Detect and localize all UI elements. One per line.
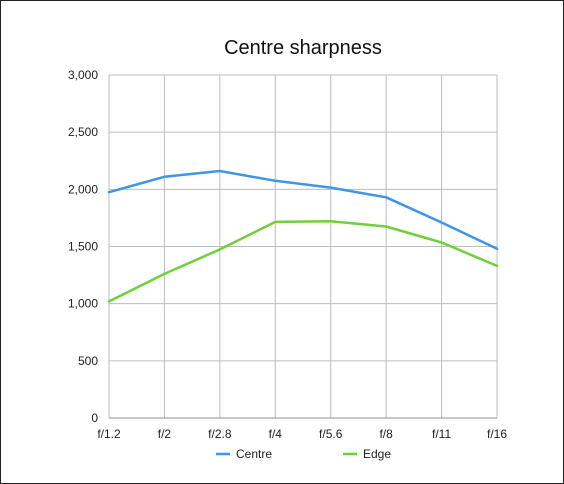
y-tick-label: 3,000: [68, 68, 98, 82]
series-line-centre: [107, 169, 499, 251]
x-tick-label: f/16: [487, 427, 507, 441]
y-tick-label: 500: [78, 354, 98, 368]
y-axis-labels: 0 500 1,000 1,500 2,000 2,500 3,000: [68, 68, 98, 425]
x-tick-label: f/1.2: [97, 427, 121, 441]
x-tick-label: f/11: [432, 427, 451, 441]
y-tick-label: 1,500: [68, 240, 98, 254]
x-tick-label: f/8: [379, 427, 393, 441]
series-line-edge: [107, 220, 499, 303]
legend-label-edge: Edge: [363, 447, 391, 461]
x-tick-label: f/2.8: [208, 427, 232, 441]
x-tick-label: f/5.6: [319, 427, 343, 441]
legend-label-centre: Centre: [236, 447, 272, 461]
x-tick-label: f/4: [269, 427, 283, 441]
x-tick-label: f/2: [158, 427, 172, 441]
x-axis-labels: f/1.2 f/2 f/2.8 f/4 f/5.6 f/8 f/11 f/16: [97, 427, 507, 441]
y-tick-label: 2,000: [68, 182, 98, 196]
legend: Centre Edge: [216, 447, 391, 461]
grid: [108, 74, 498, 419]
series-lines: [107, 169, 499, 303]
y-tick-label: 2,500: [68, 125, 98, 139]
y-tick-label: 1,000: [68, 297, 98, 311]
chart-title: Centre sharpness: [224, 37, 382, 59]
y-tick-label: 0: [91, 411, 98, 425]
